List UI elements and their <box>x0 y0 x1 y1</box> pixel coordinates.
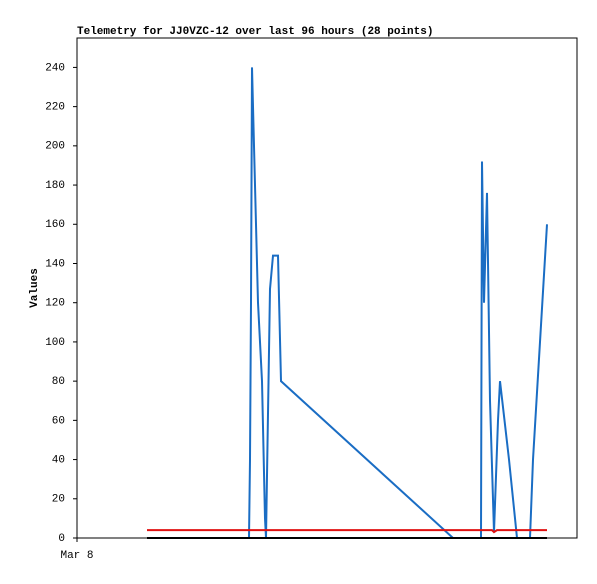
y-tick-label: 120 <box>45 298 65 310</box>
chart-title: Telemetry for JJ0VZC-12 over last 96 hou… <box>77 26 433 38</box>
y-tick-label: 100 <box>45 337 65 349</box>
y-tick-label: 20 <box>52 494 65 506</box>
series-line <box>248 67 548 539</box>
y-axis-label: Values <box>29 268 41 308</box>
y-tick-label: 240 <box>45 62 65 74</box>
y-tick-label: 80 <box>52 376 65 388</box>
y-tick-label: 40 <box>52 454 65 466</box>
y-tick-label: 160 <box>45 219 65 231</box>
y-tick-label: 60 <box>52 415 65 427</box>
plot-frame <box>76 37 578 539</box>
series-line <box>147 529 547 534</box>
y-tick-label: 0 <box>58 533 65 545</box>
y-tick-label: 180 <box>45 180 65 192</box>
x-tick-label: Mar 8 <box>60 550 93 562</box>
y-tick-label: 140 <box>45 258 65 270</box>
y-tick-label: 220 <box>45 102 65 114</box>
y-tick-label: 200 <box>45 141 65 153</box>
